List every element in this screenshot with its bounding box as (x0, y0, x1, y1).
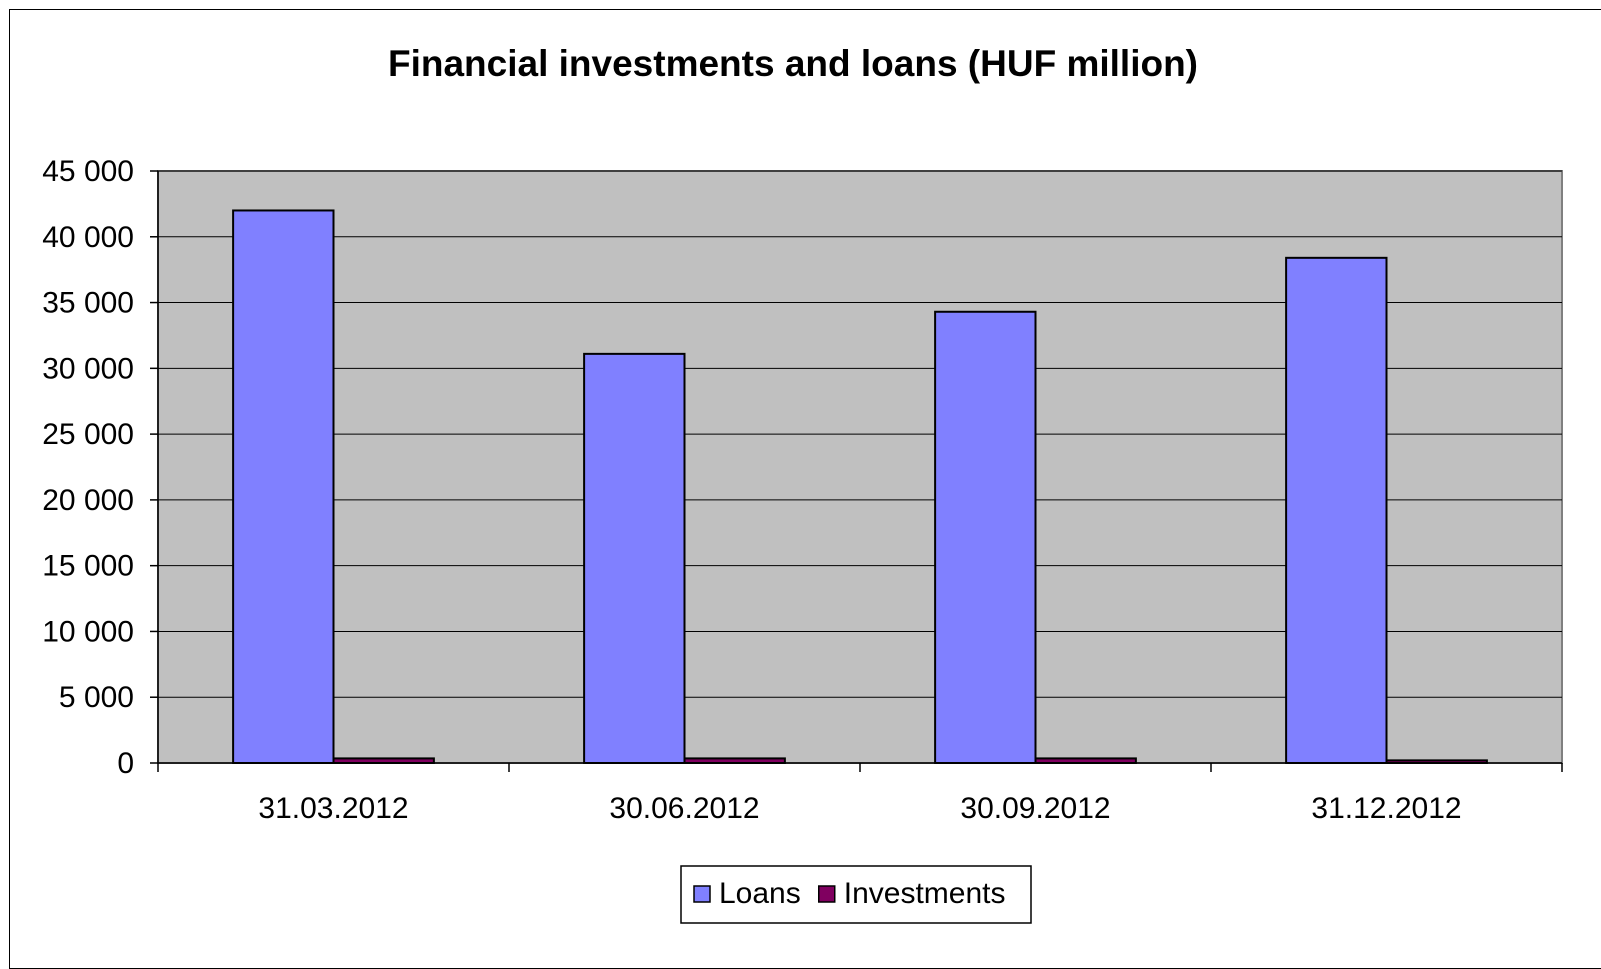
legend-label-loans: Loans (719, 877, 801, 910)
bar-loans-3 (1285, 256, 1388, 764)
y-tick-label: 15 000 (42, 550, 134, 583)
y-tick-label: 5 000 (59, 681, 134, 714)
legend: Loans Investments (680, 865, 1032, 924)
bar-loans-2 (934, 310, 1037, 764)
chart: Financial investments and loans (HUF mil… (42, 43, 1563, 924)
y-tick-label: 0 (117, 747, 134, 780)
chart-title: Financial investments and loans (HUF mil… (388, 43, 1198, 84)
legend-swatch-investments (818, 885, 836, 903)
y-tick-label: 30 000 (42, 352, 134, 385)
bar-loans-0 (232, 209, 335, 764)
y-tick-label: 35 000 (42, 287, 134, 320)
axes: 0 5 000 10 000 15 000 20 000 25 000 30 000 35 0… (42, 155, 1563, 825)
y-tick-label: 45 000 (42, 155, 134, 188)
bar-loans-1 (583, 352, 686, 764)
legend-box (680, 865, 1032, 924)
x-tick-label: 30.09.2012 (960, 792, 1110, 825)
x-tick-label: 31.03.2012 (258, 792, 408, 825)
y-tick-label: 25 000 (42, 418, 134, 451)
x-tick-label: 31.12.2012 (1311, 792, 1461, 825)
legend-swatch-loans (693, 885, 711, 903)
y-tick-label: 10 000 (42, 615, 134, 648)
y-tick-label: 40 000 (42, 221, 134, 254)
y-tick-label: 20 000 (42, 484, 134, 517)
legend-label-investments: Investments (844, 877, 1006, 910)
x-tick-label: 30.06.2012 (609, 792, 759, 825)
